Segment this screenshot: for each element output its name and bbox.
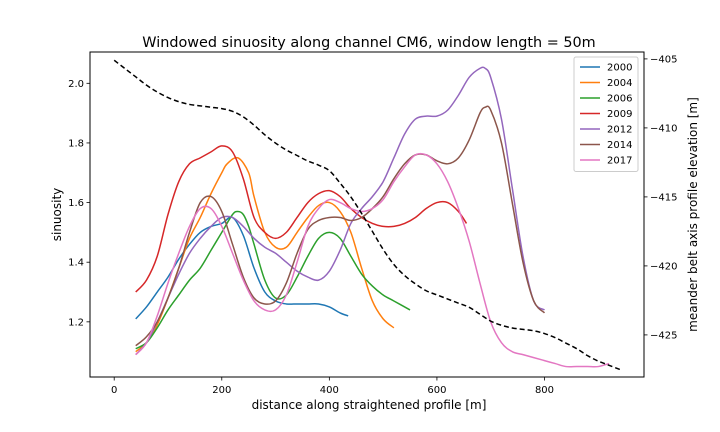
series-line-2017 [135, 152, 610, 368]
y2-tick-label: −410 [650, 123, 677, 134]
legend-label-2014: 2014 [607, 140, 632, 151]
y2-tick-label: −425 [650, 330, 677, 341]
legend-label-2009: 2009 [607, 109, 632, 120]
series-lines [113, 59, 621, 371]
y-axis-label: sinuosity [50, 188, 64, 242]
series-line-2006 [135, 210, 411, 350]
y-tick-label: 1.4 [68, 258, 84, 269]
y-tick-label: 1.6 [68, 198, 84, 209]
x-axis-label: distance along straightened profile [m] [252, 398, 487, 412]
legend-label-2017: 2017 [607, 156, 632, 167]
legend-label-2012: 2012 [607, 125, 632, 136]
y2-tick-label: −420 [650, 261, 677, 272]
x-tick-label: 0 [111, 385, 117, 396]
y-tick-label: 2.0 [68, 79, 84, 90]
y2-axis-label: meander belt axis profile elevation [m] [686, 97, 700, 332]
x-tick-label: 600 [427, 385, 446, 396]
legend-box [573, 56, 639, 172]
x-tick-label: 800 [535, 385, 554, 396]
legend-label-2006: 2006 [607, 94, 632, 105]
legend-label-2004: 2004 [607, 78, 632, 89]
series-line-2014 [135, 105, 546, 347]
chart-title: Windowed sinuosity along channel CM6, wi… [142, 35, 595, 51]
y-tick-label: 1.8 [68, 138, 84, 149]
legend-label-2000: 2000 [607, 63, 632, 74]
series-line-2009 [135, 145, 468, 293]
elevation-profile-line [113, 59, 621, 371]
y-tick-label: 1.2 [68, 317, 84, 328]
series-line-2012 [135, 66, 545, 356]
y2-tick-label: −415 [650, 192, 677, 203]
legend: 2000 2004 2006 2009 2012 2014 2017 [573, 56, 639, 172]
x-tick-label: 200 [212, 385, 231, 396]
axes-ticks: 0 200 400 600 800 1.2 1.4 1.6 1.8 2.0 −425 −420 −415… [68, 54, 677, 396]
x-tick-label: 400 [320, 385, 339, 396]
plot-frame [89, 51, 645, 378]
y2-tick-label: −405 [650, 54, 677, 65]
